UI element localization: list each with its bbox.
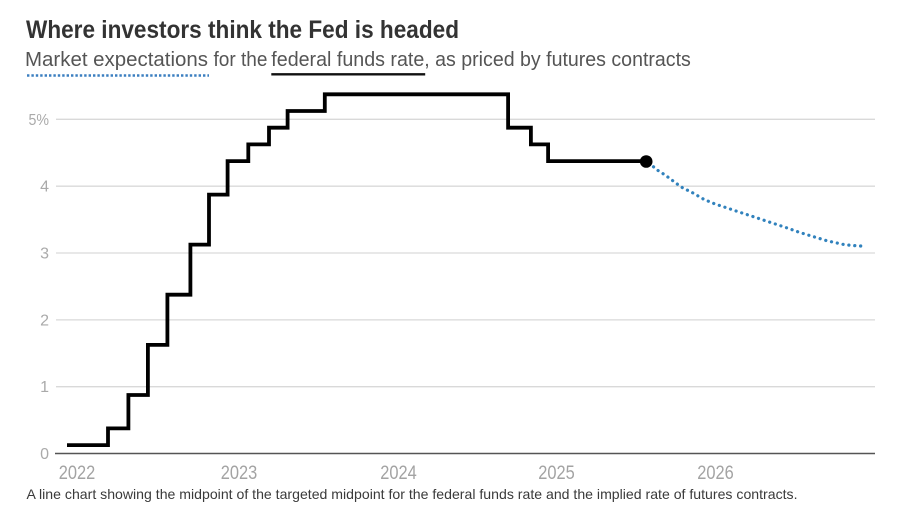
svg-text:2024: 2024 (380, 463, 417, 484)
svg-text:1: 1 (40, 379, 49, 396)
svg-text:2023: 2023 (221, 463, 258, 484)
svg-text:federal funds rate: federal funds rate (271, 49, 424, 71)
svg-text:2026: 2026 (697, 463, 734, 484)
svg-text:, as priced by futures contrac: , as priced by futures contracts (424, 49, 691, 71)
svg-text:0: 0 (40, 446, 49, 463)
svg-text:5%: 5% (29, 112, 50, 129)
svg-text:Market expectations: Market expectations (25, 49, 208, 71)
svg-text:Where investors think the Fed: Where investors think the Fed is headed (26, 16, 459, 44)
svg-text:4: 4 (40, 179, 49, 196)
svg-text:for the: for the (214, 49, 268, 71)
svg-text:2025: 2025 (538, 463, 575, 484)
svg-text:2022: 2022 (59, 463, 96, 484)
svg-text:A line chart showing the midpo: A line chart showing the midpoint of the… (27, 486, 798, 502)
svg-text:2: 2 (40, 312, 49, 329)
svg-text:3: 3 (40, 246, 49, 263)
